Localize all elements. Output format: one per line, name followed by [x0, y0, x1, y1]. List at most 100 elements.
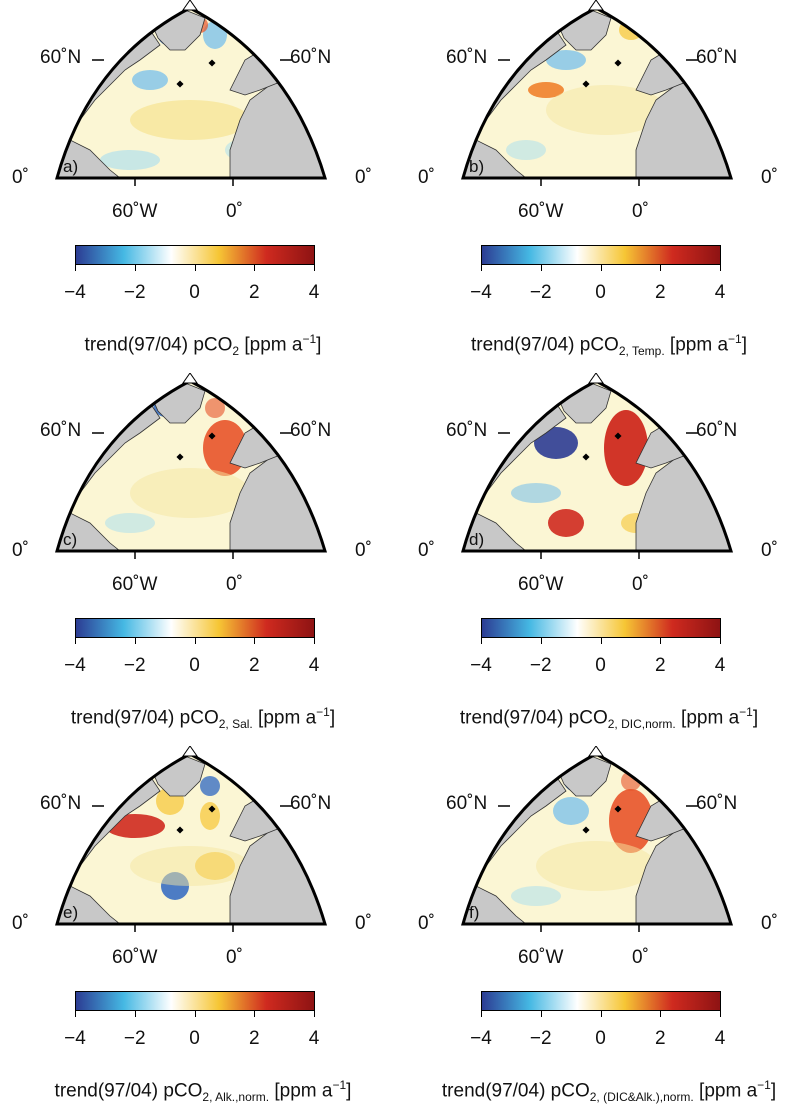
station-marker	[176, 453, 184, 461]
colorbar	[481, 245, 721, 265]
label-eq-left: 0˚	[418, 540, 435, 561]
colorbar-tick	[134, 638, 136, 644]
colorbar-tick-label: −4	[470, 1028, 492, 1049]
station-marker	[176, 826, 184, 834]
colorbar-tick-label: −4	[470, 282, 492, 303]
anomaly-patch	[205, 398, 225, 418]
label-60n-left: 60˚N	[40, 420, 82, 441]
station-marker	[614, 59, 622, 67]
label-eq-left: 0˚	[12, 913, 29, 934]
colorbar-tick-label: −2	[123, 282, 146, 303]
colorbar-tick	[660, 265, 662, 271]
colorbar-tick	[194, 1011, 196, 1017]
label-60w: 60˚W	[518, 201, 564, 222]
station-marker	[208, 805, 216, 813]
north-arrow-icon	[588, 0, 604, 11]
colorbar-tick-label: 0	[595, 282, 606, 303]
map-svg	[55, 0, 328, 186]
label-eq-left: 0˚	[12, 167, 29, 188]
label-60w: 60˚W	[518, 947, 564, 968]
colorbar-tick	[481, 1011, 482, 1017]
anomaly-patch	[548, 509, 584, 537]
panel-label: f)	[469, 903, 480, 922]
anomaly-patch	[528, 82, 564, 98]
anomaly-patch	[130, 100, 250, 140]
label-eq-right: 0˚	[761, 913, 778, 934]
anomaly-patch	[546, 50, 586, 70]
colorbar-tick-label: 2	[248, 282, 260, 303]
map-panel-d: 60˚N 60˚N 0˚ 0˚ 60˚W 0˚ d) −4 −2 0 2 4 trend…	[406, 373, 812, 746]
label-eq-right: 0˚	[761, 540, 778, 561]
anomaly-patch	[105, 513, 155, 533]
colorbar-tick	[481, 265, 482, 271]
panel-label: b)	[469, 157, 485, 176]
station-marker	[176, 80, 184, 88]
colorbar-tick	[600, 265, 602, 271]
colorbar-ticks	[481, 265, 721, 271]
north-arrow-icon	[588, 373, 604, 384]
anomaly-patch	[200, 776, 220, 796]
map-svg	[461, 373, 734, 559]
label-0lon: 0˚	[226, 201, 243, 222]
label-60n-left: 60˚N	[446, 793, 488, 814]
station-marker	[614, 432, 622, 440]
panel-title: trend(97/04) pCO2, Sal. [ppm a−1]	[70, 705, 336, 732]
station-marker	[582, 80, 590, 88]
colorbar-tick-label: 4	[714, 282, 726, 303]
panel-label: c)	[63, 530, 78, 549]
colorbar-ticks	[75, 1011, 315, 1017]
colorbar-tick-label: 2	[654, 655, 666, 676]
colorbar-tick-label: 0	[189, 282, 200, 303]
anomaly-patch	[546, 85, 666, 135]
label-60w: 60˚W	[518, 574, 564, 595]
colorbar-tick	[314, 638, 315, 644]
colorbar-tick	[134, 265, 136, 271]
colorbar-tick-label: 2	[654, 1028, 666, 1049]
north-arrow-icon	[182, 0, 198, 11]
colorbar	[75, 618, 315, 638]
anomaly-patch	[553, 797, 589, 825]
label-eq-right: 0˚	[355, 167, 372, 188]
label-0lon: 0˚	[226, 947, 243, 968]
anomaly-patches	[105, 776, 250, 900]
colorbar-tick-label: −2	[123, 1028, 146, 1049]
station-marker	[614, 805, 622, 813]
map-panel-b: 60˚N 60˚N 0˚ 0˚ 60˚W 0˚ b) −4 −2 0 2 4 trend…	[406, 0, 812, 373]
label-60n-right: 60˚N	[290, 420, 332, 441]
label-0lon: 0˚	[632, 201, 649, 222]
anomaly-patch	[506, 140, 546, 160]
colorbar-ticks	[481, 1011, 721, 1017]
map-panel-e: 60˚N 60˚N 0˚ 0˚ 60˚W 0˚ e) −4 −2 0 2 4 trend…	[0, 746, 406, 1119]
label-eq-right: 0˚	[355, 913, 372, 934]
label-60n-left: 60˚N	[40, 47, 82, 68]
anomaly-patch	[511, 886, 561, 906]
station-marker	[582, 453, 590, 461]
colorbar-tick-label: 4	[714, 655, 726, 676]
colorbar-tick	[194, 638, 196, 644]
colorbar-tick-label: −4	[64, 655, 86, 676]
label-eq-left: 0˚	[12, 540, 29, 561]
label-0lon: 0˚	[632, 574, 649, 595]
colorbar-tick-label: 2	[654, 282, 666, 303]
label-eq-left: 0˚	[418, 167, 435, 188]
colorbar-tick	[194, 265, 196, 271]
colorbar-tick-label: 4	[308, 1028, 320, 1049]
colorbar-tick-label: 0	[189, 1028, 200, 1049]
anomaly-patch	[534, 427, 578, 459]
colorbar-tick	[720, 265, 721, 271]
label-60n-right: 60˚N	[290, 793, 332, 814]
colorbar-tick	[660, 1011, 662, 1017]
panel-title: trend(97/04) pCO2 [ppm a−1]	[84, 332, 322, 359]
anomaly-patch	[604, 410, 648, 486]
colorbar-ticks	[75, 638, 315, 644]
label-60w: 60˚W	[112, 574, 158, 595]
colorbar-tick	[600, 1011, 602, 1017]
colorbar-tick-label: 4	[308, 282, 320, 303]
colorbar	[481, 618, 721, 638]
colorbar-tick-label: −4	[64, 1028, 86, 1049]
colorbar-tick	[314, 1011, 315, 1017]
colorbar-tick	[540, 265, 542, 271]
colorbar	[75, 991, 315, 1011]
map-panel-c: 60˚N 60˚N 0˚ 0˚ 60˚W 0˚ c) −4 −2 0 2 4 trend…	[0, 373, 406, 746]
north-arrow-icon	[182, 373, 198, 384]
